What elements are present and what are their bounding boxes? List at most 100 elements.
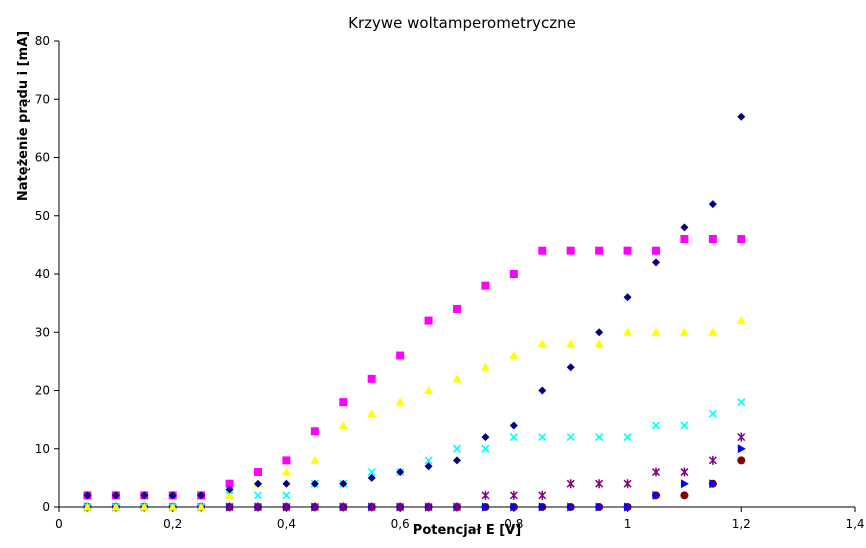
chart-title: Krzywe woltamperometryczne xyxy=(348,14,576,32)
data-point xyxy=(708,235,717,244)
x-tick-label: 0,2 xyxy=(163,517,182,531)
data-point xyxy=(509,421,518,430)
data-point xyxy=(168,491,177,500)
data-point xyxy=(424,502,433,512)
data-point xyxy=(509,433,518,442)
data-point xyxy=(481,281,490,290)
data-point xyxy=(225,485,234,494)
data-point xyxy=(595,246,604,255)
data-point xyxy=(367,409,377,418)
x-tick-label: 1 xyxy=(624,517,632,531)
data-point xyxy=(737,444,746,454)
data-series xyxy=(83,235,746,500)
data-point xyxy=(679,327,689,336)
data-point xyxy=(624,502,633,512)
data-point xyxy=(424,316,433,325)
x-axis-label: Potencjał E [V] xyxy=(413,523,521,538)
data-point xyxy=(481,433,490,442)
axes: 0 10 20 30 40 50 60 70 80 0 0,2 0,4 0,6 0,8 1 1,2 1,4 xyxy=(35,34,865,531)
y-tick-label: 50 xyxy=(35,209,50,223)
data-point xyxy=(566,433,575,442)
data-point xyxy=(452,444,462,453)
data-point xyxy=(452,502,462,512)
data-point xyxy=(708,409,717,418)
x-tick-label: 1,4 xyxy=(845,517,864,531)
data-point xyxy=(567,502,576,512)
data-point xyxy=(594,339,604,348)
data-point xyxy=(680,491,689,500)
data-point xyxy=(566,339,576,348)
data-point xyxy=(339,479,348,488)
data-point xyxy=(566,479,575,489)
data-point xyxy=(424,456,433,465)
data-point xyxy=(708,200,717,209)
data-series xyxy=(83,456,746,511)
data-point xyxy=(396,351,405,360)
data-point xyxy=(509,270,518,278)
x-tick-label: 0,4 xyxy=(277,517,296,531)
data-point xyxy=(737,456,746,465)
y-tick-label: 10 xyxy=(35,442,50,456)
data-point xyxy=(282,456,291,465)
data-point xyxy=(254,479,262,488)
data-point xyxy=(225,490,235,499)
x-tick-label: 0,8 xyxy=(504,517,523,531)
y-tick-label: 20 xyxy=(35,384,50,398)
data-point xyxy=(253,502,263,512)
data-point xyxy=(510,502,519,512)
data-point xyxy=(538,246,547,255)
x-tick-label: 0,6 xyxy=(391,517,410,531)
data-point xyxy=(197,491,206,500)
data-series xyxy=(83,398,746,512)
data-point xyxy=(623,327,633,336)
data-point xyxy=(139,502,149,511)
data-point xyxy=(396,502,405,512)
data-point xyxy=(509,490,518,500)
y-tick-label: 70 xyxy=(35,92,50,106)
data-point xyxy=(652,246,660,255)
data-point xyxy=(339,502,348,512)
data-point xyxy=(623,246,632,255)
data-point xyxy=(281,467,291,476)
data-series xyxy=(83,444,746,512)
data-series xyxy=(83,432,746,512)
data-point xyxy=(254,468,262,477)
data-point xyxy=(452,374,462,383)
data-point xyxy=(651,421,661,430)
data-point xyxy=(111,491,120,500)
data-point xyxy=(225,502,234,512)
data-point xyxy=(623,293,632,302)
x-tick-label: 1,2 xyxy=(732,517,751,531)
data-point xyxy=(566,246,575,255)
data-point xyxy=(680,467,689,477)
data-point xyxy=(282,491,291,500)
data-point xyxy=(395,397,405,406)
y-tick-label: 40 xyxy=(35,267,50,281)
data-point xyxy=(680,479,689,489)
data-point xyxy=(595,479,604,489)
data-point xyxy=(737,235,746,244)
data-point xyxy=(737,112,746,121)
y-tick-label: 60 xyxy=(35,151,50,165)
data-series xyxy=(83,112,746,500)
y-tick-label: 30 xyxy=(35,325,50,339)
data-point xyxy=(310,502,319,512)
data-point xyxy=(481,490,490,500)
data-point xyxy=(310,479,319,488)
data-point xyxy=(82,502,92,511)
data-point xyxy=(623,479,632,489)
data-point xyxy=(424,462,433,471)
data-point xyxy=(708,455,717,465)
x-tick-label: 0 xyxy=(55,517,63,531)
y-tick-label: 0 xyxy=(42,500,50,514)
data-point xyxy=(111,502,121,511)
data-point xyxy=(595,328,604,337)
data-point xyxy=(566,363,575,372)
data-point xyxy=(253,491,263,500)
data-point xyxy=(652,258,660,267)
data-point xyxy=(196,502,206,511)
data-point xyxy=(367,473,376,482)
data-point xyxy=(737,398,746,407)
data-point xyxy=(225,479,234,488)
